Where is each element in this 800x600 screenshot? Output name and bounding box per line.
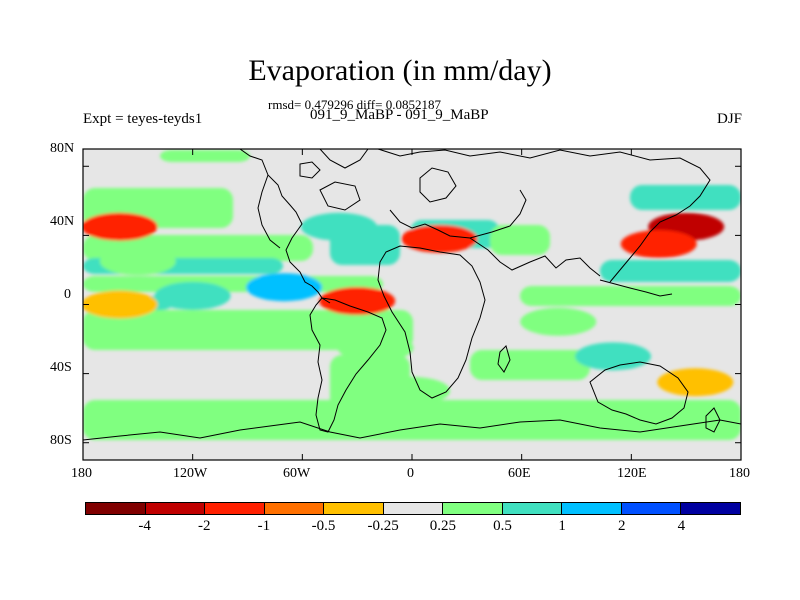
colorbar-swatch-8 [562,503,622,514]
region-indian-ocean [520,307,597,336]
coastline-arctic-islands [299,161,321,179]
lat-tick-80n: 80N [50,141,75,156]
lon-tick-180w: 180 [71,466,92,481]
season-label: DJF [716,111,742,127]
colorbar-swatch-5 [383,503,444,514]
coastline-antarctica [83,419,741,441]
axis-ticks [82,149,742,460]
colorbar-label: 0.5 [493,518,512,534]
region-north-atlantic [300,212,377,241]
colorbar-swatch-0 [86,503,146,514]
coastline-indonesia [599,279,673,297]
lat-tick-0: 0 [64,287,71,302]
lon-tick-0: 0 [407,466,414,481]
region-equatorial-atlantic [319,287,396,316]
coastline-north-america-east [257,174,281,249]
lat-tick-40s: 40S [50,360,72,375]
lat-tick-40n: 40N [50,214,75,229]
colorbar-label: -0.25 [367,518,399,534]
coastline-greenland [319,149,369,169]
region-australia-west [575,342,652,371]
coastline-north-america [239,149,331,304]
colorbar-swatch-10 [681,503,741,514]
stats-text: rmsd= 0.479296 diff= 0.0852187 [268,97,441,112]
colorbar-swatch-3 [264,503,325,514]
experiment-subtitle: 091_9_MaBP - 091_9_MaBP [310,107,489,123]
lon-tick-60w: 60W [283,466,311,481]
field-band-5 [83,310,413,350]
coastline-eurasia [377,149,711,283]
colorbar-swatch-9 [621,503,682,514]
lon-tick-120e: 120E [617,466,647,481]
coastline-africa [377,245,486,399]
colorbar-swatch-4 [324,503,384,514]
region-tasman-sea [657,368,734,397]
lon-tick-60e: 60E [508,466,531,481]
evaporation-field [83,150,741,440]
region-japan-sea [620,230,697,259]
lat-tick-80s: 80S [50,433,72,448]
coastline-arabia-india [469,237,601,277]
colorbar-label: 0.25 [429,518,456,534]
colorbar [85,502,741,515]
colorbar-label: 1 [558,518,566,534]
colorbar-label: -2 [198,518,211,534]
coastline-scandinavia [419,167,457,203]
colorbar-swatch-2 [205,503,265,514]
region-mediterranean [401,224,478,253]
region-equatorial-pacific [83,290,158,319]
region-southern-ocean [374,376,450,405]
coastline-south-america [309,297,387,433]
region-subtropical-north-pacific [99,247,176,276]
coastline-madagascar [497,345,511,373]
region-south-atlantic [337,333,414,362]
coastline-labrador [319,181,361,211]
colorbar-swatch-7 [502,503,563,514]
field-band-15 [160,150,250,162]
colorbar-label: 2 [617,518,626,534]
colorbar-swatch-1 [145,503,206,514]
lon-tick-180e: 180 [729,466,750,481]
expt-label: Expt = teyes-teyds1 [83,111,203,127]
field-band-9 [520,286,741,306]
field-band-7 [83,400,741,440]
region-central-america-coast [246,273,323,302]
coastline-europe-south [389,189,527,239]
figure-title: Evaporation (in mm/day) [248,54,552,87]
region-tropical-east-pacific [154,281,231,310]
colorbar-label: -0.5 [311,518,336,534]
coastlines [83,149,741,441]
field-band-10 [600,260,741,282]
region-north-pacific [83,212,158,241]
colorbar-swatch-6 [443,503,503,514]
colorbar-label: 4 [677,518,686,534]
field-band-11 [630,185,741,210]
coastline-australia [589,361,689,425]
lon-tick-120w: 120W [173,466,208,481]
coastline-new-zealand [705,407,721,433]
colorbar-label: -1 [257,518,271,534]
field-band-14 [490,225,550,255]
field-band-8 [470,350,590,380]
colorbar-label: -4 [138,518,151,534]
